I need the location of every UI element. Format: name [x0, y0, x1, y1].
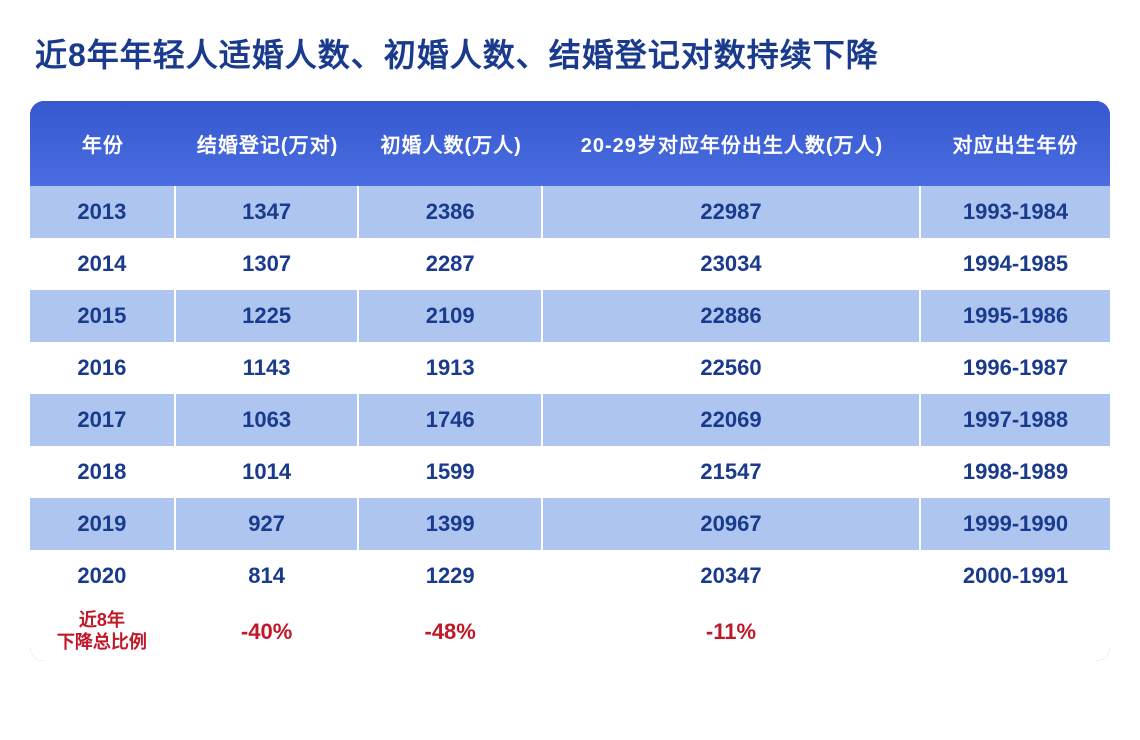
- cell-birth_count: 21547: [543, 446, 921, 498]
- cell-birth_count: 22987: [543, 186, 921, 238]
- cell-marriage: 927: [176, 498, 360, 550]
- table-header-row: 年份 结婚登记(万对) 初婚人数(万人) 20-29岁对应年份出生人数(万人) …: [30, 101, 1110, 186]
- cell-year: 2017: [30, 394, 176, 446]
- page-title: 近8年年轻人适婚人数、初婚人数、结婚登记对数持续下降: [30, 20, 1110, 101]
- table-row: 201710631746220691997-1988: [30, 394, 1110, 446]
- cell-year: 2014: [30, 238, 176, 290]
- col-header-birth-years: 对应出生年份: [921, 101, 1110, 186]
- cell-marriage: 1225: [176, 290, 360, 342]
- cell-marriage: 1307: [176, 238, 360, 290]
- cell-year: 2013: [30, 186, 176, 238]
- cell-first_marriage: 2109: [359, 290, 543, 342]
- cell-marriage: 1347: [176, 186, 360, 238]
- page-container: 近8年年轻人适婚人数、初婚人数、结婚登记对数持续下降 年份 结婚登记(万对) 初…: [0, 0, 1140, 740]
- table-row: 201313472386229871993-1984: [30, 186, 1110, 238]
- cell-marriage: 1014: [176, 446, 360, 498]
- cell-birth_count: 22886: [543, 290, 921, 342]
- cell-birth_years: 1997-1988: [921, 394, 1110, 446]
- summary-birth_count: -11%: [543, 602, 921, 661]
- cell-birth_years: 1995-1986: [921, 290, 1110, 342]
- cell-birth_count: 22069: [543, 394, 921, 446]
- cell-year: 2015: [30, 290, 176, 342]
- col-header-marriage: 结婚登记(万对): [176, 101, 360, 186]
- cell-birth_years: 1994-1985: [921, 238, 1110, 290]
- table-row: 201611431913225601996-1987: [30, 342, 1110, 394]
- col-header-year: 年份: [30, 101, 176, 186]
- cell-birth_count: 20967: [543, 498, 921, 550]
- cell-first_marriage: 1229: [359, 550, 543, 602]
- col-header-first-marriage: 初婚人数(万人): [359, 101, 543, 186]
- cell-birth_years: 1993-1984: [921, 186, 1110, 238]
- table-row: 201512252109228861995-1986: [30, 290, 1110, 342]
- cell-first_marriage: 1913: [359, 342, 543, 394]
- cell-birth_years: 1996-1987: [921, 342, 1110, 394]
- cell-birth_years: 1998-1989: [921, 446, 1110, 498]
- table-row: 201810141599215471998-1989: [30, 446, 1110, 498]
- cell-first_marriage: 1399: [359, 498, 543, 550]
- cell-first_marriage: 1746: [359, 394, 543, 446]
- table-summary-row: 近8年下降总比例-40%-48%-11%: [30, 602, 1110, 661]
- cell-first_marriage: 2287: [359, 238, 543, 290]
- cell-birth_count: 23034: [543, 238, 921, 290]
- cell-marriage: 1063: [176, 394, 360, 446]
- cell-birth_count: 22560: [543, 342, 921, 394]
- cell-birth_years: 2000-1991: [921, 550, 1110, 602]
- cell-marriage: 1143: [176, 342, 360, 394]
- table-row: 20199271399209671999-1990: [30, 498, 1110, 550]
- cell-year: 2018: [30, 446, 176, 498]
- data-table: 年份 结婚登记(万对) 初婚人数(万人) 20-29岁对应年份出生人数(万人) …: [30, 101, 1110, 661]
- cell-year: 2016: [30, 342, 176, 394]
- summary-first_marriage: -48%: [359, 602, 543, 661]
- cell-first_marriage: 1599: [359, 446, 543, 498]
- table-wrapper: 年份 结婚登记(万对) 初婚人数(万人) 20-29岁对应年份出生人数(万人) …: [30, 101, 1110, 661]
- cell-marriage: 814: [176, 550, 360, 602]
- col-header-birth-count: 20-29岁对应年份出生人数(万人): [543, 101, 921, 186]
- summary-label: 近8年下降总比例: [30, 602, 176, 661]
- cell-year: 2019: [30, 498, 176, 550]
- cell-year: 2020: [30, 550, 176, 602]
- table-body: 201313472386229871993-198420141307228723…: [30, 186, 1110, 661]
- table-row: 20208141229203472000-1991: [30, 550, 1110, 602]
- table-row: 201413072287230341994-1985: [30, 238, 1110, 290]
- summary-birth_years: [921, 602, 1110, 661]
- cell-first_marriage: 2386: [359, 186, 543, 238]
- cell-birth_count: 20347: [543, 550, 921, 602]
- summary-marriage: -40%: [176, 602, 360, 661]
- cell-birth_years: 1999-1990: [921, 498, 1110, 550]
